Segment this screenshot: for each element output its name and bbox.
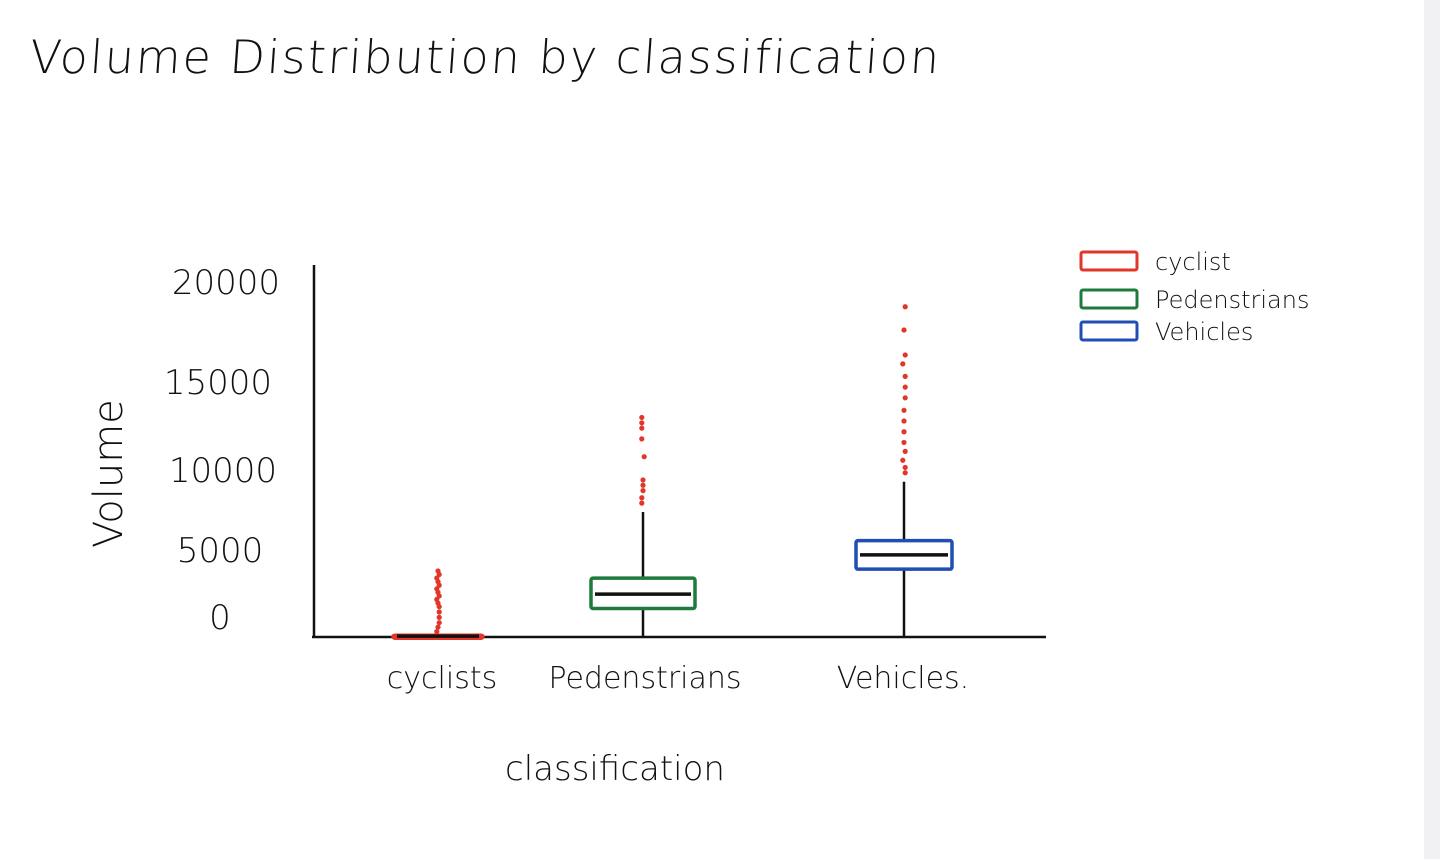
x-axis-label: classification bbox=[505, 749, 725, 789]
y-tick-label: 15000 bbox=[164, 363, 272, 403]
legend: cyclist Pedenstrians Vehicles bbox=[1079, 248, 1309, 346]
outlier-point bbox=[902, 470, 908, 476]
outlier-point bbox=[901, 429, 907, 435]
right-edge-strip bbox=[1424, 0, 1440, 859]
outlier-point bbox=[639, 436, 645, 442]
outlier-point bbox=[902, 464, 908, 471]
legend-label-2: Pedenstrians bbox=[1155, 286, 1309, 314]
outlier-point bbox=[901, 327, 907, 333]
y-axis-label: Volume bbox=[86, 399, 132, 548]
outlier-point bbox=[435, 568, 441, 574]
y-tick-label: 20000 bbox=[172, 263, 280, 303]
outlier-point bbox=[640, 488, 646, 494]
outlier-point bbox=[436, 614, 442, 620]
legend-label-3: Vehicles bbox=[1155, 318, 1253, 346]
x-tick-label: Vehicles. bbox=[837, 661, 969, 696]
outlier-point bbox=[902, 395, 908, 401]
box-series bbox=[391, 304, 954, 640]
outlier-point bbox=[901, 407, 907, 413]
box-iqr bbox=[854, 538, 954, 571]
box-series-2 bbox=[589, 414, 697, 637]
outlier-point bbox=[639, 495, 645, 501]
box-series-1 bbox=[391, 568, 485, 640]
outlier-point bbox=[902, 448, 908, 454]
outlier-point bbox=[435, 624, 441, 630]
outlier-point bbox=[640, 477, 646, 483]
outlier-point bbox=[901, 418, 907, 424]
outlier-point bbox=[901, 439, 907, 446]
outlier-point bbox=[639, 420, 645, 426]
legend-swatch-1 bbox=[1079, 250, 1139, 272]
legend-swatch-2 bbox=[1079, 288, 1139, 310]
outlier-point bbox=[902, 352, 908, 358]
outlier-point bbox=[902, 304, 908, 310]
legend-swatch-3 bbox=[1079, 320, 1139, 342]
outlier-point bbox=[902, 373, 908, 379]
outlier-point bbox=[639, 500, 645, 506]
outlier-point bbox=[900, 457, 906, 463]
outlier-point bbox=[902, 384, 908, 390]
x-tick-label: Pedenstrians bbox=[548, 661, 741, 696]
outlier-point bbox=[900, 361, 906, 367]
outlier-point bbox=[641, 454, 647, 460]
outlier-point bbox=[434, 629, 440, 635]
box-series-3 bbox=[854, 304, 954, 637]
box-iqr bbox=[589, 576, 697, 611]
y-tick-label: 5000 bbox=[177, 531, 264, 571]
x-tick-label: cyclists bbox=[387, 661, 497, 696]
outlier-point bbox=[640, 482, 646, 488]
outlier-point bbox=[436, 609, 442, 615]
x-tick-labels: cyclists Pedenstrians Vehicles. bbox=[387, 661, 969, 696]
outlier-point bbox=[639, 414, 645, 421]
y-tick-labels: 0 5000 10000 15000 20000 bbox=[164, 263, 280, 638]
outlier-point bbox=[436, 620, 442, 626]
outlier-point bbox=[639, 425, 645, 431]
legend-label-1: cyclist bbox=[1155, 248, 1231, 276]
y-tick-label: 0 bbox=[209, 598, 231, 638]
y-tick-label: 10000 bbox=[169, 451, 277, 491]
